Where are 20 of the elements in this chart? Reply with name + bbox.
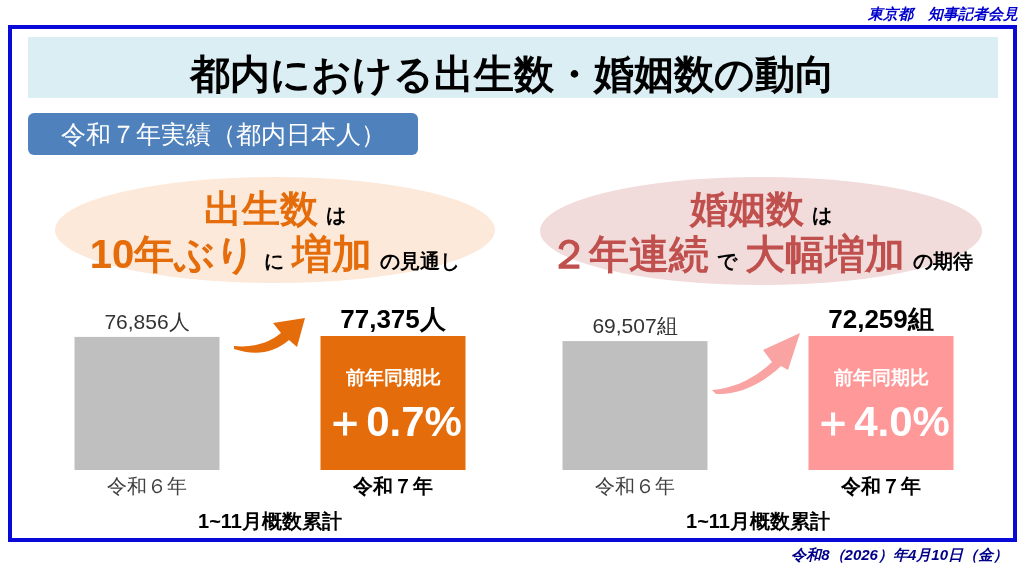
annotation: ＋4.0% — [812, 398, 950, 445]
x-axis-title: 1~11月概数累計 — [198, 510, 342, 532]
annotation: 前年同期比 — [832, 367, 929, 388]
text: 令和７年実績（都内日本人） — [60, 120, 386, 148]
data-label: 77,375人 — [340, 304, 447, 334]
text: 出生数は10年ぶりに増加の見通し — [89, 188, 461, 276]
x-tick-label: 令和７年 — [840, 475, 921, 497]
x-tick-label: 令和６年 — [595, 475, 675, 497]
x-tick-label: 令和６年 — [107, 475, 187, 497]
annotation: 前年同期比 — [344, 367, 441, 388]
text: 令和8（2026）年4月10日（金） — [791, 546, 1008, 563]
data-label: 76,856人 — [104, 309, 190, 333]
annotation: ＋0.7% — [324, 398, 462, 445]
data-label: 69,507組 — [592, 314, 678, 338]
data-label: 72,259組 — [828, 304, 934, 334]
x-tick-label: 令和７年 — [352, 475, 433, 497]
chart-title: 都内における出生数・婚姻数の動向 — [188, 52, 835, 97]
x-axis-title: 1~11月概数累計 — [686, 510, 830, 532]
text: 東京都 知事記者会見 — [867, 5, 1018, 22]
text: 婚姻数は２年連続で大幅増加の期待 — [549, 188, 973, 276]
